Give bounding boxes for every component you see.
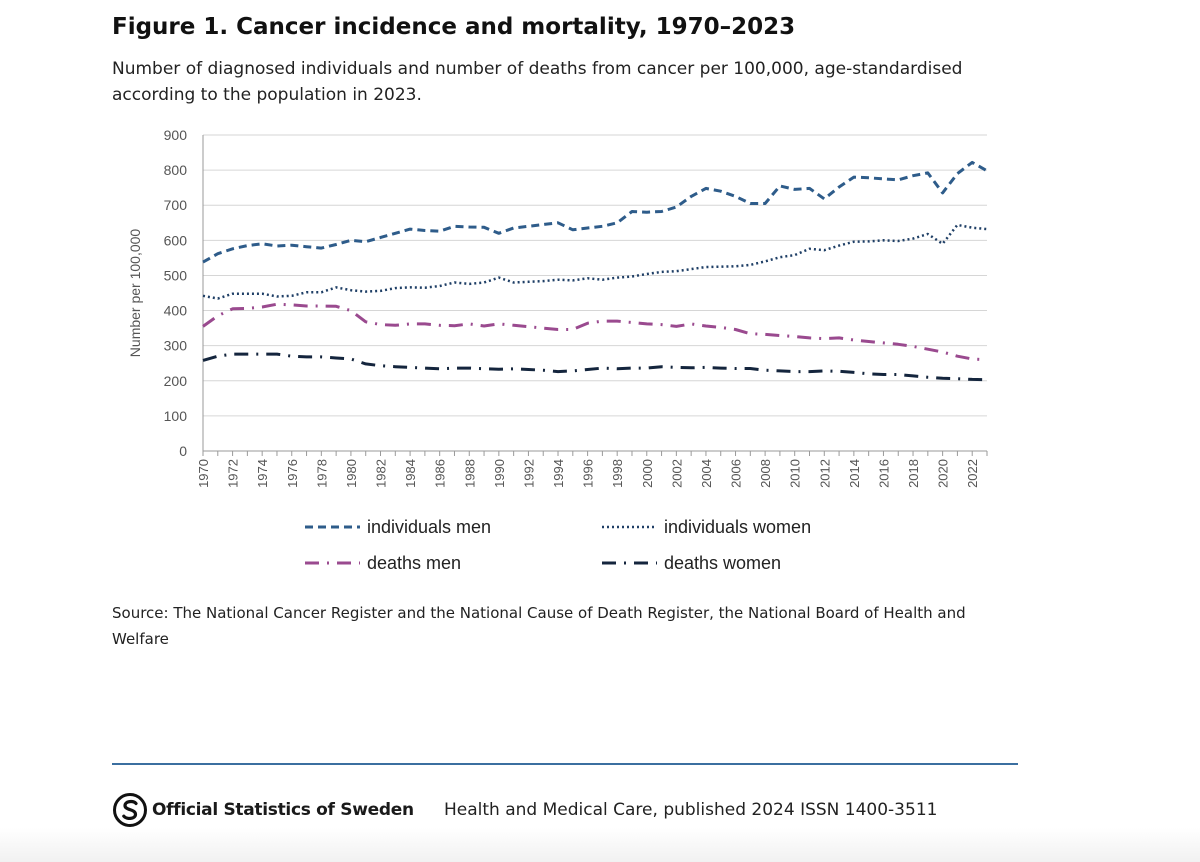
series-line-deaths-men (202, 302, 988, 362)
y-tick-label-900: 900 (164, 127, 188, 143)
x-tick-label-2018: 2018 (906, 459, 921, 488)
series-line-deaths-women (202, 352, 988, 382)
y-tick-label-500: 500 (164, 267, 188, 283)
y-tick-label-400: 400 (164, 303, 188, 319)
page-bottom-edge (0, 828, 1200, 862)
x-tick-label-1984: 1984 (403, 459, 418, 488)
legend-label-deaths-men: deaths men (367, 553, 461, 573)
x-tick-label-1990: 1990 (492, 459, 507, 488)
x-tick-label-1988: 1988 (462, 459, 477, 488)
legend-label-individuals-men: individuals men (367, 517, 491, 537)
x-tick-label-1970: 1970 (196, 459, 211, 488)
x-tick-label-2020: 2020 (936, 459, 951, 488)
grid-lines (203, 134, 987, 452)
footer: Official Statistics of Sweden Health and… (112, 792, 1018, 832)
x-tick-label-2010: 2010 (788, 459, 803, 488)
x-tick-label-2006: 2006 (729, 459, 744, 488)
x-tick-label-2022: 2022 (965, 459, 980, 488)
y-tick-label-100: 100 (164, 408, 188, 424)
series-line-individuals-women (202, 223, 988, 300)
y-tick-label-0: 0 (179, 443, 187, 459)
figure-subtitle: Number of diagnosed individuals and numb… (112, 59, 963, 105)
x-tick-label-2000: 2000 (640, 459, 655, 488)
publication-info: Health and Medical Care, published 2024 … (444, 800, 938, 820)
legend-label-deaths-women: deaths women (664, 553, 781, 573)
x-tick-label-1974: 1974 (255, 459, 270, 488)
x-tick-label-1998: 1998 (610, 459, 625, 488)
y-tick-label-300: 300 (164, 338, 188, 354)
y-tick-label-600: 600 (164, 232, 188, 248)
legend: individuals men individuals women deaths m… (305, 517, 811, 573)
y-tick-label-800: 800 (164, 162, 188, 178)
axes: 0 100 200 300 400 500 600 700 800 900 Number per 1… (127, 127, 988, 488)
x-tick-label-2008: 2008 (758, 459, 773, 488)
x-tick-label-1972: 1972 (226, 459, 241, 488)
series-line-individuals-men (202, 160, 988, 264)
y-axis-title: Number per 100,000 (127, 229, 143, 358)
x-tick-label-1996: 1996 (581, 459, 596, 488)
x-tick-label-1994: 1994 (551, 459, 566, 488)
y-tick-label-200: 200 (164, 373, 188, 389)
x-tick-label-1978: 1978 (314, 459, 329, 488)
x-tick-label-1980: 1980 (344, 459, 359, 488)
source-note: Source: The National Cancer Register and… (112, 604, 966, 648)
x-tick-label-1992: 1992 (521, 459, 536, 488)
x-tick-label-1976: 1976 (285, 459, 300, 488)
x-tick-label-2002: 2002 (669, 459, 684, 488)
x-tick-label-1986: 1986 (433, 459, 448, 488)
x-tick-label-2014: 2014 (847, 459, 862, 488)
series-lines (202, 160, 988, 382)
scb-logo-icon (113, 793, 147, 827)
x-tick-label-1982: 1982 (374, 459, 389, 488)
line-chart: 0 100 200 300 400 500 600 700 800 900 Number per 1… (127, 127, 988, 573)
logo-text: Official Statistics of Sweden (152, 800, 414, 820)
x-tick-label-2012: 2012 (817, 459, 832, 488)
y-tick-label-700: 700 (164, 197, 188, 213)
legend-label-individuals-women: individuals women (664, 517, 811, 537)
footer-divider (112, 763, 1018, 765)
figure-title: Figure 1. Cancer incidence and mortality… (112, 14, 796, 40)
x-tick-label-2004: 2004 (699, 459, 714, 488)
x-tick-label-2016: 2016 (876, 459, 891, 488)
